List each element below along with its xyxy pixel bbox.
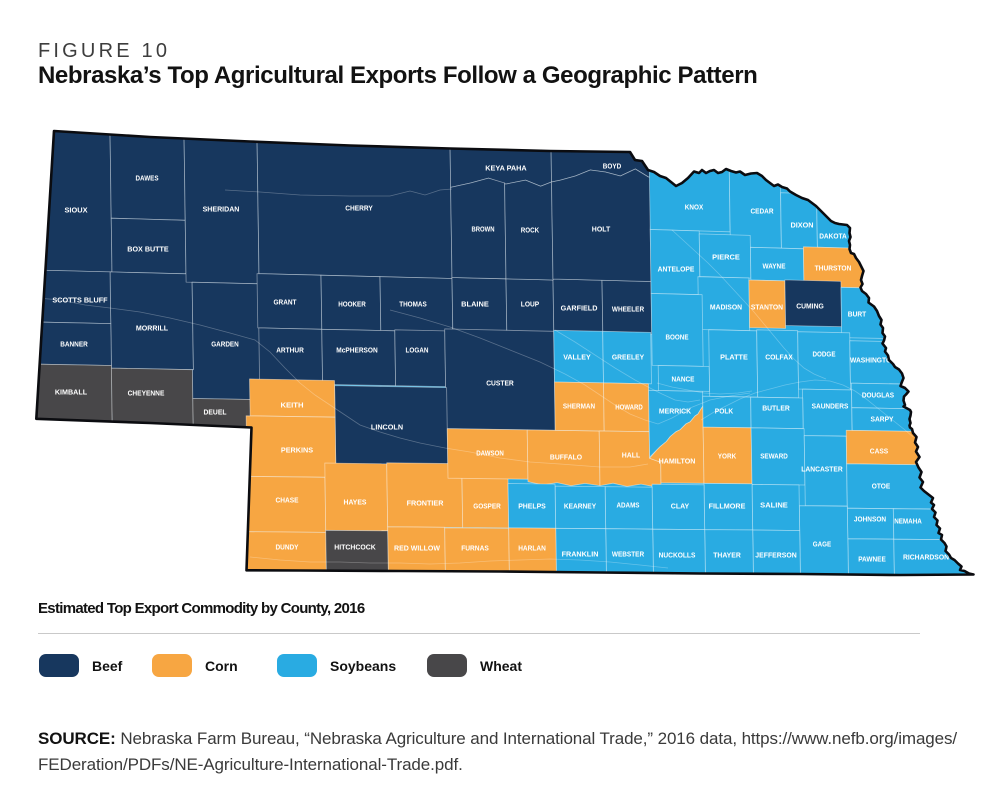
svg-text:ARTHUR: ARTHUR bbox=[276, 346, 304, 355]
svg-text:DAKOTA: DAKOTA bbox=[819, 232, 847, 241]
svg-text:POLK: POLK bbox=[715, 407, 734, 416]
svg-text:HARLAN: HARLAN bbox=[518, 544, 546, 553]
svg-text:NUCKOLLS: NUCKOLLS bbox=[659, 551, 696, 560]
svg-text:ANTELOPE: ANTELOPE bbox=[658, 265, 695, 274]
svg-text:BURT: BURT bbox=[848, 310, 867, 319]
svg-text:BOYD: BOYD bbox=[603, 162, 621, 171]
svg-text:HOWARD: HOWARD bbox=[615, 403, 643, 412]
svg-text:BROWN: BROWN bbox=[472, 225, 495, 234]
svg-text:CUSTER: CUSTER bbox=[486, 379, 514, 388]
svg-text:MORRILL: MORRILL bbox=[136, 324, 169, 333]
svg-text:PHELPS: PHELPS bbox=[518, 502, 546, 511]
svg-text:THOMAS: THOMAS bbox=[399, 300, 427, 309]
svg-text:BUTLER: BUTLER bbox=[762, 404, 790, 413]
svg-text:LANCASTER: LANCASTER bbox=[801, 465, 843, 474]
svg-text:ADAMS: ADAMS bbox=[617, 501, 640, 510]
svg-text:BANNER: BANNER bbox=[60, 340, 88, 349]
svg-text:JOHNSON: JOHNSON bbox=[854, 515, 886, 524]
svg-text:PLATTE: PLATTE bbox=[720, 353, 748, 362]
svg-text:LOGAN: LOGAN bbox=[406, 346, 429, 355]
svg-text:HAMILTON: HAMILTON bbox=[659, 457, 696, 466]
svg-text:SCOTTS BLUFF: SCOTTS BLUFF bbox=[52, 296, 108, 305]
svg-text:VALLEY: VALLEY bbox=[563, 353, 591, 362]
svg-text:PERKINS: PERKINS bbox=[281, 446, 313, 455]
svg-text:SHERMAN: SHERMAN bbox=[563, 402, 595, 411]
svg-text:CHEYENNE: CHEYENNE bbox=[128, 389, 165, 398]
svg-text:BOONE: BOONE bbox=[666, 333, 689, 342]
svg-text:YORK: YORK bbox=[718, 452, 737, 461]
svg-text:CLAY: CLAY bbox=[671, 502, 690, 511]
svg-text:JEFFERSON: JEFFERSON bbox=[755, 551, 796, 560]
svg-text:FILLMORE: FILLMORE bbox=[709, 502, 746, 511]
svg-text:GAGE: GAGE bbox=[813, 540, 832, 549]
svg-text:DODGE: DODGE bbox=[813, 350, 836, 359]
svg-text:CHASE: CHASE bbox=[276, 496, 299, 505]
svg-text:KNOX: KNOX bbox=[685, 203, 704, 212]
svg-text:RICHARDSON: RICHARDSON bbox=[903, 553, 949, 562]
svg-text:GARDEN: GARDEN bbox=[211, 340, 239, 349]
svg-text:COLFAX: COLFAX bbox=[765, 353, 793, 362]
svg-text:LINCOLN: LINCOLN bbox=[371, 423, 403, 432]
svg-text:FURNAS: FURNAS bbox=[461, 544, 489, 553]
svg-text:BLAINE: BLAINE bbox=[461, 300, 489, 309]
svg-text:ROCK: ROCK bbox=[521, 226, 540, 235]
svg-text:BOX BUTTE: BOX BUTTE bbox=[127, 245, 169, 254]
svg-text:HITCHCOCK: HITCHCOCK bbox=[334, 543, 376, 552]
svg-text:DEUEL: DEUEL bbox=[204, 408, 228, 417]
svg-text:PIERCE: PIERCE bbox=[712, 253, 740, 262]
svg-text:HAYES: HAYES bbox=[344, 498, 367, 507]
svg-text:WASHINGTON: WASHINGTON bbox=[850, 356, 896, 365]
svg-text:HOOKER: HOOKER bbox=[338, 300, 366, 309]
svg-text:KIMBALL: KIMBALL bbox=[55, 388, 88, 397]
svg-text:DIXON: DIXON bbox=[791, 221, 814, 230]
svg-text:SALINE: SALINE bbox=[760, 501, 788, 510]
svg-text:DUNDY: DUNDY bbox=[276, 543, 299, 552]
svg-text:CHERRY: CHERRY bbox=[345, 204, 373, 213]
svg-text:WHEELER: WHEELER bbox=[612, 305, 645, 314]
svg-text:KEARNEY: KEARNEY bbox=[564, 502, 596, 511]
svg-text:KEITH: KEITH bbox=[281, 401, 304, 410]
svg-text:SAUNDERS: SAUNDERS bbox=[812, 402, 849, 411]
svg-text:HOLT: HOLT bbox=[592, 225, 611, 234]
svg-text:WAYNE: WAYNE bbox=[763, 262, 786, 271]
svg-text:KEYA PAHA: KEYA PAHA bbox=[485, 164, 526, 173]
svg-text:FRANKLIN: FRANKLIN bbox=[562, 550, 599, 559]
svg-text:SHERIDAN: SHERIDAN bbox=[203, 205, 240, 214]
svg-text:NEMAHA: NEMAHA bbox=[894, 517, 922, 526]
svg-text:GRANT: GRANT bbox=[274, 298, 298, 307]
svg-text:STANTON: STANTON bbox=[751, 303, 783, 312]
svg-text:RED WILLOW: RED WILLOW bbox=[394, 544, 440, 553]
svg-text:BUFFALO: BUFFALO bbox=[550, 453, 583, 462]
svg-text:THURSTON: THURSTON bbox=[815, 264, 852, 273]
svg-text:LOUP: LOUP bbox=[521, 300, 540, 309]
svg-text:OTOE: OTOE bbox=[872, 482, 891, 491]
svg-text:CEDAR: CEDAR bbox=[751, 207, 775, 216]
svg-text:MADISON: MADISON bbox=[710, 303, 742, 312]
svg-text:PAWNEE: PAWNEE bbox=[858, 555, 886, 564]
svg-text:GARFIELD: GARFIELD bbox=[561, 304, 598, 313]
svg-text:WEBSTER: WEBSTER bbox=[612, 550, 645, 559]
svg-text:GREELEY: GREELEY bbox=[612, 353, 644, 362]
svg-text:GOSPER: GOSPER bbox=[473, 502, 501, 511]
svg-text:MERRICK: MERRICK bbox=[659, 407, 692, 416]
svg-text:SIOUX: SIOUX bbox=[65, 206, 88, 215]
svg-text:DAWES: DAWES bbox=[136, 174, 159, 183]
svg-text:McPHERSON: McPHERSON bbox=[336, 346, 377, 355]
svg-text:THAYER: THAYER bbox=[713, 551, 741, 560]
svg-text:SARPY: SARPY bbox=[871, 415, 894, 424]
svg-text:NANCE: NANCE bbox=[672, 375, 695, 384]
svg-text:DAWSON: DAWSON bbox=[476, 449, 504, 458]
svg-text:DOUGLAS: DOUGLAS bbox=[862, 391, 894, 400]
svg-text:CASS: CASS bbox=[870, 447, 889, 456]
svg-text:CUMING: CUMING bbox=[796, 302, 824, 311]
svg-text:HALL: HALL bbox=[622, 451, 641, 460]
svg-text:SEWARD: SEWARD bbox=[760, 452, 788, 461]
svg-text:FRONTIER: FRONTIER bbox=[407, 499, 445, 508]
